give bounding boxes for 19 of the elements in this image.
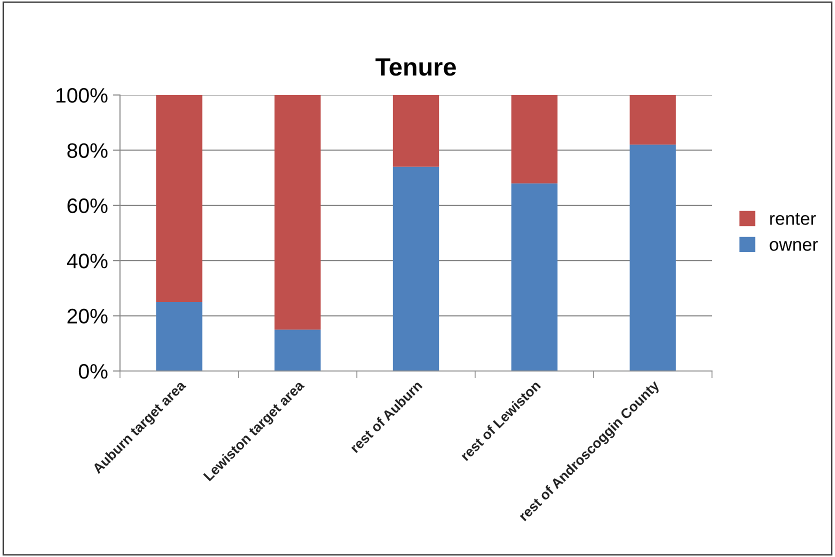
bar xyxy=(511,183,558,371)
bar xyxy=(630,95,676,145)
bar xyxy=(630,144,676,371)
y-tick-label: 0% xyxy=(78,364,108,379)
chart-title: Tenure xyxy=(376,58,456,76)
bar xyxy=(156,302,202,371)
bar xyxy=(392,95,440,167)
y-tick-label: 40% xyxy=(66,254,108,268)
bar xyxy=(156,95,202,302)
legend-label: renter xyxy=(770,213,816,225)
y-tick-label: 20% xyxy=(68,308,108,324)
y-tick-label: 80% xyxy=(67,143,108,158)
bar xyxy=(511,95,558,184)
bar xyxy=(274,330,321,371)
y-tick-label: 60% xyxy=(68,198,108,214)
bar xyxy=(274,95,321,330)
legend-label: owner xyxy=(770,240,818,251)
y-tick-label: 100% xyxy=(56,88,108,103)
bar xyxy=(392,166,440,371)
